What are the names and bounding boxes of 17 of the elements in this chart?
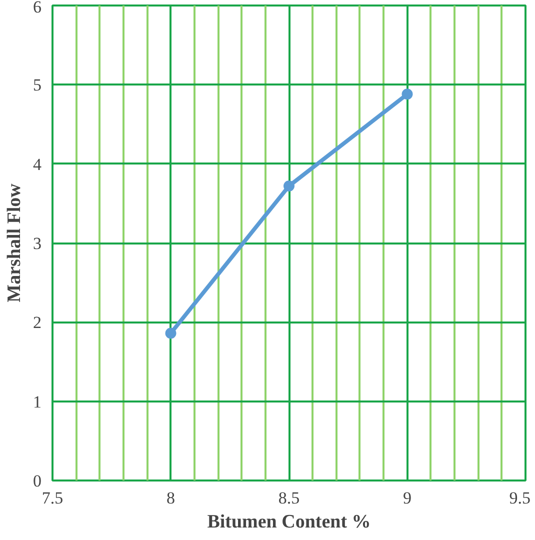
y-tick-label: 5: [33, 76, 42, 95]
y-tick-label: 1: [33, 392, 42, 412]
y-tick-label: 4: [33, 154, 42, 174]
y-tick-label: 6: [33, 0, 42, 16]
y-axis-title: Marshall Flow: [4, 183, 25, 302]
x-axis-title: Bitumen Content %: [207, 512, 371, 532]
point: [165, 328, 176, 339]
y-tick-label: 2: [33, 313, 42, 332]
y-tick-label: 0: [33, 472, 42, 490]
x-tick-label: 9.5: [509, 488, 530, 508]
x-tick-label: 7.5: [42, 488, 64, 508]
x-tick-label: 8: [166, 488, 175, 508]
point: [284, 180, 294, 192]
x-tick-label: 8.5: [278, 488, 300, 508]
point: [402, 88, 413, 100]
x-tick-label: 9: [403, 488, 412, 508]
y-tick-label: 3: [33, 234, 42, 253]
